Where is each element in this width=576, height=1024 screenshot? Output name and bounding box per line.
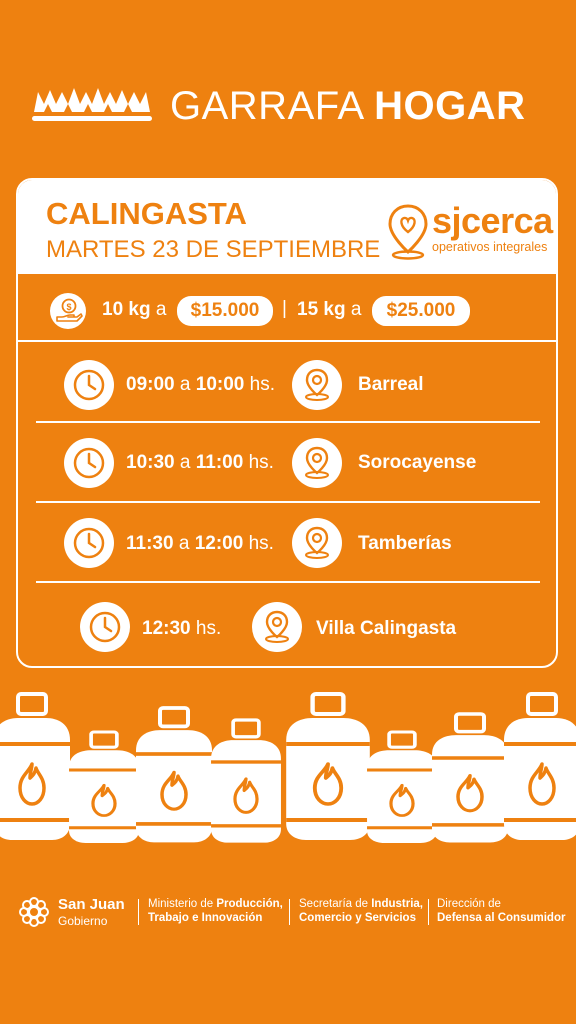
clock-icon: [73, 369, 105, 401]
location-icon-circle: [292, 438, 342, 488]
price-separator: |: [282, 298, 287, 319]
location-pin-icon: [265, 610, 289, 643]
gov-name: San Juan: [58, 896, 125, 913]
footer-separator: [289, 899, 290, 925]
gas-cylinder-icon: [134, 706, 214, 845]
footer-separator: [428, 899, 429, 925]
price-10kg-value: $15.000: [177, 296, 273, 326]
footer-separator: [138, 899, 139, 925]
gas-cylinder-icon: [430, 712, 510, 845]
clock-icon: [73, 527, 105, 559]
card-header: CALINGASTA MARTES 23 DE SEPTIEMBRE sjcer…: [18, 180, 556, 274]
direccion-text: Dirección de Defensa al Consumidor: [437, 898, 566, 924]
clock-icon-circle: [64, 360, 114, 410]
brand-tagline: operativos integrales: [432, 240, 548, 254]
clock-icon-circle: [64, 438, 114, 488]
sjcerca-heart-pin-icon: [388, 204, 428, 260]
schedule-place: Tamberías: [358, 533, 452, 554]
gas-cylinder-icon: [209, 718, 283, 845]
secretaria-text: Secretaría de Industria, Comercio y Servi…: [299, 898, 423, 924]
schedule-time: 11:30 a 12:00 hs.: [126, 533, 274, 554]
gas-cylinder-icon: [0, 692, 72, 842]
title-light: GARRAFA: [170, 84, 363, 128]
divider: [36, 581, 540, 583]
price-15kg-value: $25.000: [372, 296, 470, 326]
svg-text:$: $: [66, 302, 71, 312]
price-15kg-label: 15 kg a: [297, 299, 362, 320]
clock-icon: [73, 447, 105, 479]
divider: [36, 501, 540, 503]
title-bold: HOGAR: [374, 84, 526, 128]
gas-cylinder-icon: [502, 692, 576, 842]
gas-cylinder-icon: [286, 694, 370, 840]
divider: [18, 340, 556, 342]
schedule-time: 09:00 a 10:00 hs.: [126, 374, 275, 395]
gas-cylinders-illustration: [0, 690, 576, 845]
town-name: CALINGASTA: [46, 196, 247, 231]
page-title: GARRAFA HOGAR: [170, 84, 525, 129]
money-hand-icon: $: [56, 298, 83, 322]
location-pin-icon: [305, 526, 329, 559]
divider: [36, 421, 540, 423]
schedule-place: Sorocayense: [358, 452, 477, 473]
clock-icon-circle: [64, 518, 114, 568]
ministry-text: Ministerio de Producción, Trabajo e Innov…: [148, 898, 283, 924]
price-10kg-label: 10 kg a: [102, 299, 167, 320]
location-icon-circle: [252, 602, 302, 652]
money-icon-circle: $: [50, 293, 86, 329]
gov-sub: Gobierno: [58, 914, 108, 928]
brand-name: sjcerca: [432, 200, 553, 241]
schedule-place: Villa Calingasta: [316, 618, 457, 639]
gas-cylinder-icon: [365, 730, 439, 845]
event-date: MARTES 23 DE SEPTIEMBRE: [46, 236, 381, 263]
schedule-time: 12:30 hs.: [142, 618, 222, 639]
location-icon-circle: [292, 518, 342, 568]
flame-crown-icon: [32, 88, 152, 121]
schedule-time: 10:30 a 11:00 hs.: [126, 452, 274, 473]
location-pin-icon: [305, 368, 329, 401]
location-icon-circle: [292, 360, 342, 410]
location-pin-icon: [305, 446, 329, 479]
info-card: CALINGASTA MARTES 23 DE SEPTIEMBRE sjcer…: [16, 178, 558, 668]
schedule-place: Barreal: [358, 374, 424, 395]
gas-cylinder-icon: [67, 730, 141, 845]
san-juan-sun-icon: [19, 897, 49, 927]
clock-icon: [89, 611, 121, 643]
clock-icon-circle: [80, 602, 130, 652]
